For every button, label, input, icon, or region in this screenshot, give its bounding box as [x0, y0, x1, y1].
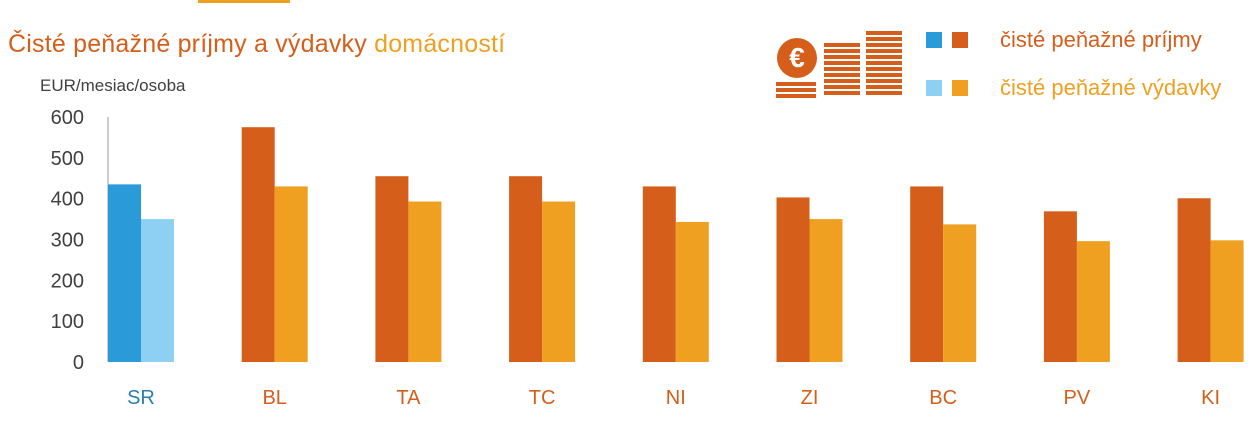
legend-label-income: čisté peňažné príjmy [1000, 27, 1202, 52]
y-tick-label: 0 [73, 352, 84, 374]
bar-bl-expenses [274, 186, 308, 362]
x-tick-label-bl: BL [262, 387, 286, 409]
bar-pv-income [1043, 211, 1077, 362]
legend-label-expenses: čisté peňažné výdavky [1000, 75, 1222, 100]
y-tick-label: 600 [51, 107, 84, 129]
bar-zi-expenses [809, 219, 843, 362]
x-tick-label-tc: TC [529, 387, 556, 409]
bar-zi-income [776, 197, 810, 362]
chart-title: Čisté peňažné príjmy a výdavky domácnost… [8, 30, 505, 59]
y-tick-label: 200 [51, 270, 84, 292]
title-part2: domácností [374, 30, 506, 58]
x-tick-label-pv: PV [1064, 387, 1091, 409]
bar-bl-income [241, 127, 275, 362]
svg-text:€: € [789, 42, 805, 73]
bar-bc-expenses [943, 224, 977, 362]
y-tick-label: 100 [51, 311, 84, 333]
bar-ta-expenses [408, 201, 442, 362]
y-axis-unit-label: EUR/mesiac/osoba [40, 76, 186, 95]
bar-sr-expenses [141, 219, 174, 362]
bar-tc-expenses [542, 201, 576, 362]
legend-swatch-sr-expenses [926, 80, 942, 96]
y-tick-label: 400 [51, 189, 84, 211]
bar-ta-income [375, 176, 409, 362]
legend-swatch-income [952, 32, 968, 48]
bar-bc-income [910, 186, 944, 362]
bar-ki-income [1177, 198, 1211, 362]
x-tick-label-zi: ZI [801, 387, 819, 409]
legend-item-income: čisté peňažné príjmy [926, 27, 1202, 52]
y-tick-label: 500 [51, 148, 84, 170]
bar-sr-income [108, 184, 141, 362]
x-tick-label-sr: SR [127, 387, 155, 409]
legend-swatch-expenses [952, 80, 968, 96]
euro-coins-icon: € [776, 31, 902, 98]
top-accent-bar [198, 0, 290, 3]
legend-item-expenses: čisté peňažné výdavky [926, 75, 1222, 100]
bar-tc-income [509, 176, 543, 362]
title-part1: Čisté peňažné príjmy a výdavky [8, 30, 367, 58]
bar-ni-expenses [675, 221, 709, 362]
bar-pv-expenses [1076, 241, 1110, 362]
x-tick-label-ki: KI [1201, 387, 1220, 409]
x-tick-label-ni: NI [666, 387, 686, 409]
x-tick-label-bc: BC [929, 387, 957, 409]
legend-swatch-sr-income [926, 32, 942, 48]
x-tick-label-ta: TA [396, 387, 421, 409]
bar-ki-expenses [1210, 240, 1244, 362]
bar-ni-income [642, 186, 676, 362]
y-tick-label: 300 [51, 230, 84, 252]
